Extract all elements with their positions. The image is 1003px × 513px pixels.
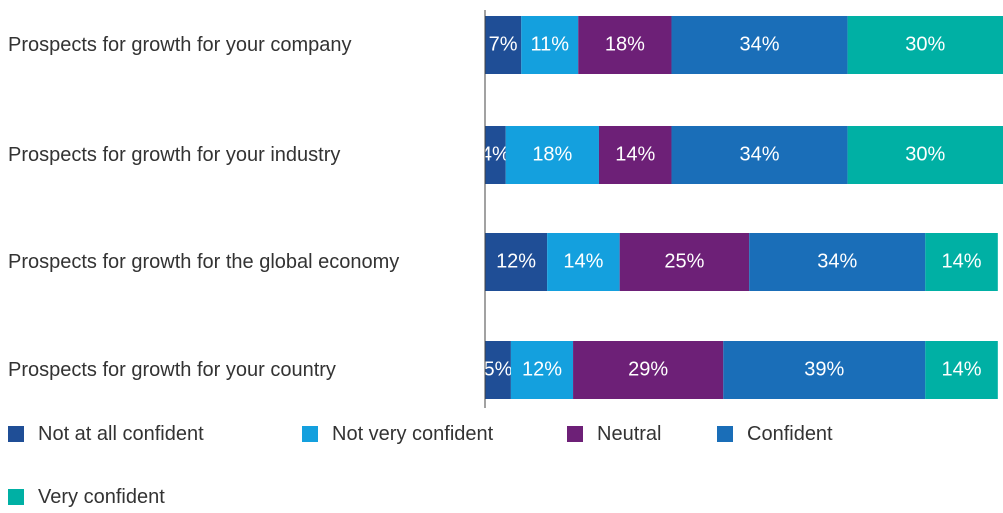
value-label: 14% — [942, 358, 982, 380]
value-label: 30% — [905, 143, 945, 165]
bar-segment — [749, 233, 926, 291]
bar-segment — [485, 341, 511, 399]
plot: 7% 11% 18% 34% 30% 4% 18% 14% 34% 30% 12% 14% 25% 34%… — [481, 10, 1003, 408]
bar-segment — [578, 16, 672, 74]
bar-segment — [847, 16, 1003, 74]
category-label: Prospects for growth for your country — [8, 359, 336, 381]
value-label: 14% — [942, 250, 982, 272]
value-label: 34% — [740, 33, 780, 55]
value-label: 4% — [481, 143, 510, 165]
legend-swatch — [567, 426, 583, 442]
bar-segment — [925, 341, 998, 399]
value-label: 11% — [530, 33, 569, 55]
legend-label: Neutral — [597, 422, 662, 445]
value-label: 7% — [489, 33, 518, 55]
legend-item: Not very confident — [302, 421, 493, 447]
value-label: 14% — [615, 143, 655, 165]
value-label: 34% — [740, 143, 780, 165]
legend-swatch — [302, 426, 318, 442]
legend-label: Very confident — [38, 485, 165, 508]
bar-segment — [573, 341, 724, 399]
legend-item: Confident — [717, 421, 833, 447]
bar-segment — [671, 16, 848, 74]
bar-segment — [619, 233, 750, 291]
legend-item: Very confident — [8, 484, 165, 510]
category-label: Prospects for growth for your industry — [8, 144, 341, 166]
legend-label: Not very confident — [332, 422, 494, 445]
bar-segment — [485, 233, 548, 291]
value-label: 34% — [817, 250, 857, 272]
legend-label: Confident — [747, 422, 833, 445]
bar-segment — [598, 126, 672, 184]
value-label: 18% — [605, 33, 645, 55]
legend-item: Not at all confident — [8, 421, 204, 447]
bar-segment — [510, 341, 574, 399]
value-label: 5% — [483, 358, 512, 380]
value-label: 25% — [664, 250, 704, 272]
value-label: 14% — [563, 250, 603, 272]
bar-segment — [521, 16, 579, 74]
bar-segment — [547, 233, 620, 291]
bar-segment — [723, 341, 926, 399]
category-label: Prospects for growth for your company — [8, 34, 352, 56]
bar-segment — [485, 126, 506, 184]
value-label: 29% — [628, 358, 668, 380]
legend-swatch — [8, 489, 24, 505]
category-label: Prospects for growth for the global econ… — [8, 251, 400, 273]
bar-segment — [505, 126, 599, 184]
bar-segment — [671, 126, 848, 184]
bar-segment — [485, 16, 522, 74]
legend-item: Neutral — [567, 421, 661, 447]
value-label: 18% — [532, 143, 572, 165]
bar-segment — [925, 233, 998, 291]
value-label: 12% — [496, 250, 536, 272]
value-label: 30% — [905, 33, 945, 55]
bar-segment — [847, 126, 1003, 184]
legend-swatch — [717, 426, 733, 442]
legend-swatch — [8, 426, 24, 442]
value-label: 12% — [522, 358, 562, 380]
value-label: 39% — [804, 358, 844, 380]
legend-label: Not at all confident — [38, 422, 204, 445]
